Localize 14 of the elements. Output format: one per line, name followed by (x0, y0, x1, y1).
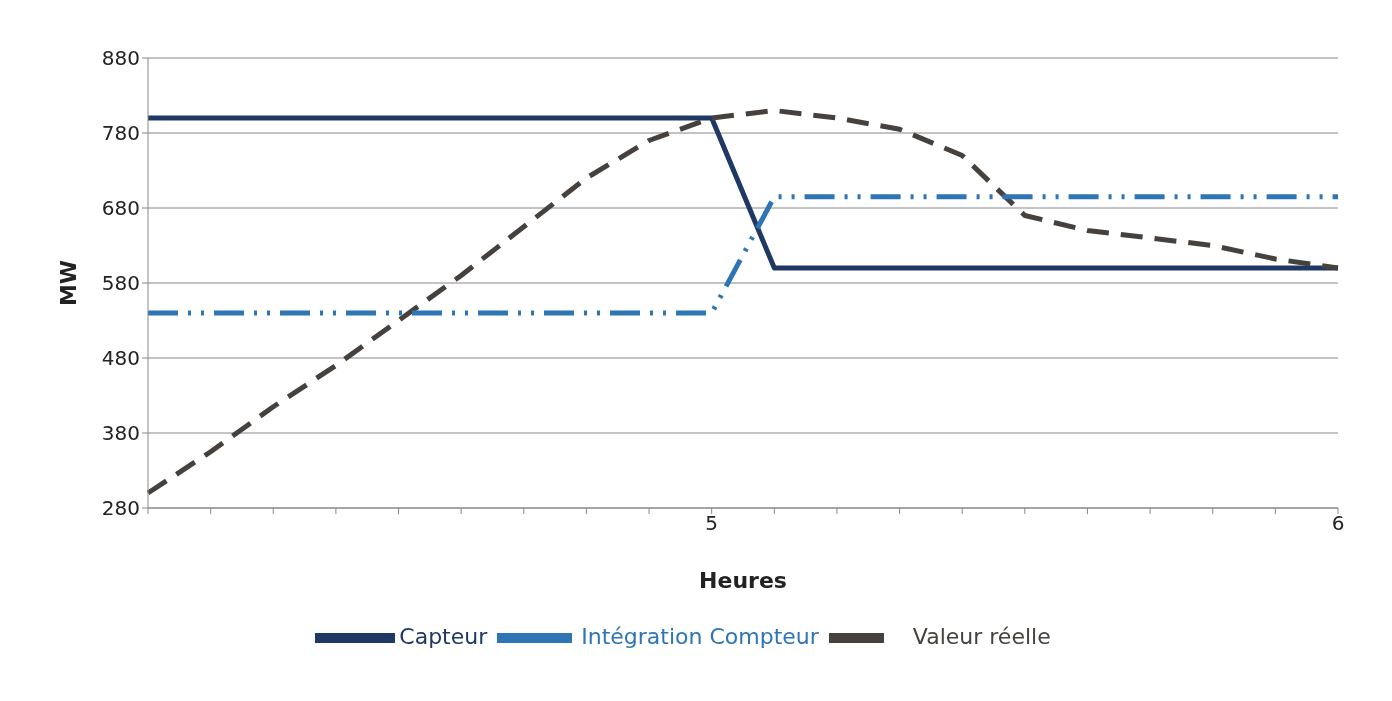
y-tick-label: 580 (101, 271, 140, 296)
x-tick-label: 5 (705, 511, 719, 536)
legend-label: Capteur (399, 624, 488, 649)
y-axis-title: MW (55, 259, 81, 307)
y-tick-label: 680 (101, 196, 140, 221)
y-tick-label: 380 (101, 421, 140, 446)
x-tick-label: 6 (1331, 511, 1345, 536)
y-tick-label: 780 (101, 121, 140, 146)
y-tick-label: 880 (101, 46, 140, 71)
legend-label: Valeur réelle (912, 624, 1051, 649)
legend-label: Intégration Compteur (581, 624, 819, 649)
y-tick-label: 280 (101, 496, 140, 521)
y-tick-label: 480 (101, 346, 140, 371)
x-axis-title: Heures (699, 568, 787, 593)
